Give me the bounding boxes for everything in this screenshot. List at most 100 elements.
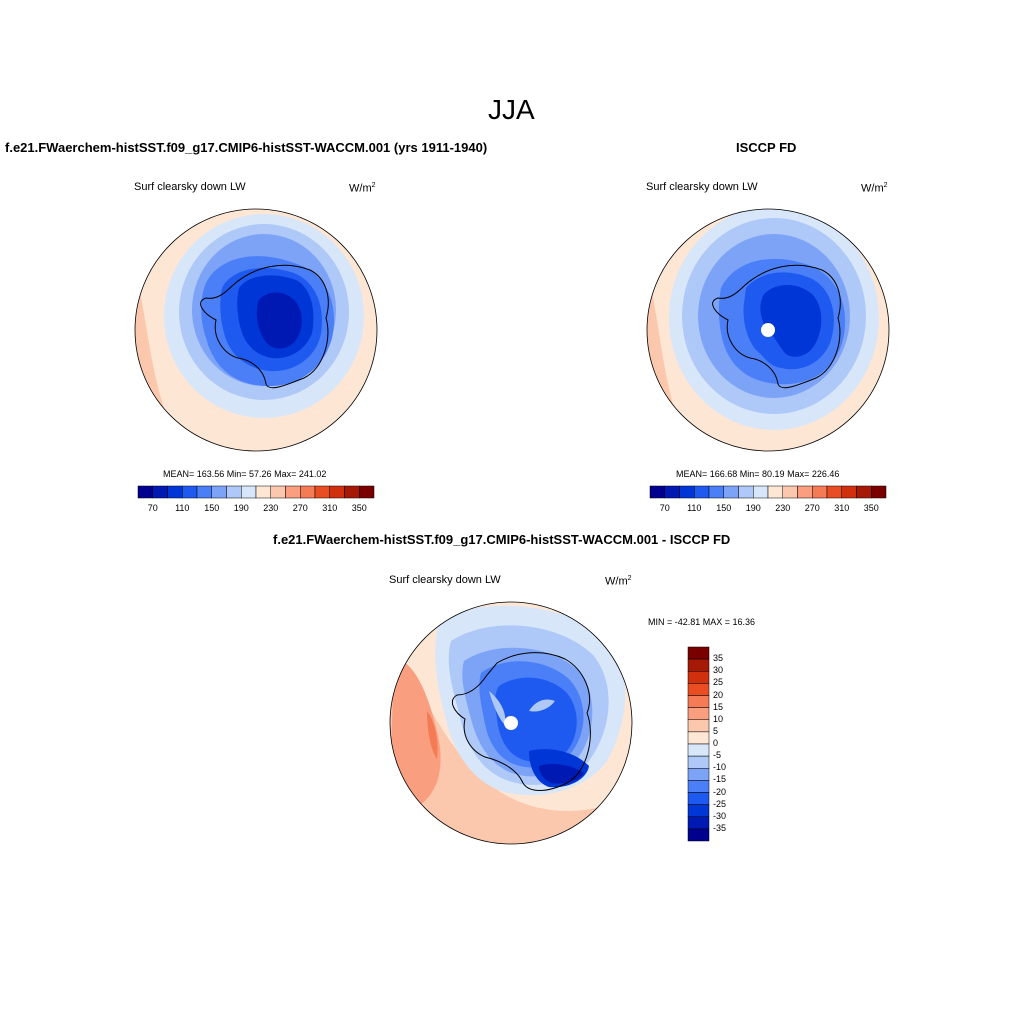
panel-3-colorbar-box <box>687 731 710 745</box>
panel-1-coastline <box>200 264 329 389</box>
panel-2-colorbar-box <box>694 485 710 499</box>
panel-3-colorbar-tick-label: -25 <box>713 798 727 809</box>
panel-2-colorbar <box>649 485 887 499</box>
panel-2-pole-mask <box>761 323 775 337</box>
panel-1-colorbar-box <box>344 485 360 499</box>
panel-1-colorbar-tick-label: 270 <box>292 503 308 513</box>
panel-1-heading: f.e21.FWaerchem-histSST.f09_g17.CMIP6-hi… <box>5 140 488 155</box>
panel-3-colorbar-tick-label: 5 <box>713 725 719 736</box>
panel-3-colorbar-tick-label: 30 <box>713 665 724 676</box>
panel-1-colorbar-tick-label: 190 <box>233 503 249 513</box>
panel-2-units-base: W/m <box>861 182 884 195</box>
panel-3-colorbar-tick-label: -30 <box>713 810 727 821</box>
panel-1-units-exp: 2 <box>371 182 376 189</box>
panel-3-colorbar-tick-label: 10 <box>713 713 724 724</box>
panel-2-colorbar-tick-label: 270 <box>804 503 820 513</box>
panel-2-colorbar-box <box>782 485 798 499</box>
panel-3-colorbar-box <box>687 719 710 733</box>
panel-3-colorbar-tick-label: 25 <box>713 677 724 688</box>
panel-3-colorbar-tick-label: -20 <box>713 786 727 797</box>
panel-3-colorbar-box <box>687 658 710 672</box>
panel-3-units: W/m2 <box>605 575 632 588</box>
panel-2-colorbar-box <box>723 485 739 499</box>
panel-3-colorbar-box <box>687 828 710 842</box>
panel-1-colorbar <box>137 485 375 499</box>
panel-1-colorbar-box <box>182 485 198 499</box>
panel-3-region <box>390 641 632 844</box>
panel-2-colorbar-box <box>826 485 842 499</box>
panel-3-colorbar-tick-label: -35 <box>713 822 727 833</box>
panel-1-region <box>256 292 302 349</box>
panel-3-variable-label: Surf clearsky down LW <box>389 574 501 586</box>
panel-2-colorbar-tick-label: 230 <box>775 503 791 513</box>
panel-1-colorbar-box <box>255 485 271 499</box>
panel-1-colorbar-box <box>359 485 375 499</box>
panel-3-colorbar-tick-label: 15 <box>713 701 724 712</box>
panel-1-colorbar-tick-label: 70 <box>147 503 158 513</box>
panel-2-units-exp: 2 <box>883 182 888 189</box>
panel-3-colorbar-tick-label: -5 <box>713 750 722 761</box>
panel-1-colorbar-tick-label: 150 <box>204 503 220 513</box>
panel-2-coastline <box>712 264 841 389</box>
panel-2-colorbar-box <box>841 485 857 499</box>
panel-1-colorbar-tick-label: 350 <box>351 503 367 513</box>
panel-2-colorbar-box <box>708 485 724 499</box>
panel-1-polar-map <box>134 208 378 452</box>
panel-3-colorbar-tick-label: 0 <box>713 738 719 748</box>
panel-3-colorbar-box <box>687 695 710 708</box>
panel-1-colorbar-box <box>314 485 330 499</box>
panel-3-units-exp: 2 <box>627 575 632 582</box>
panel-3-colorbar-box <box>687 743 710 757</box>
panel-2-colorbar-box <box>871 485 887 499</box>
panel-1-variable-label: Surf clearsky down LW <box>134 181 246 193</box>
panel-2-colorbar-tick-label: 310 <box>834 503 850 513</box>
panel-2-colorbar-box <box>649 485 665 499</box>
panel-3-pole-mask <box>504 716 518 730</box>
panel-1-colorbar-box <box>226 485 242 499</box>
panel-3-colorbar-tick-label: -10 <box>713 762 727 773</box>
panel-2-colorbar-box <box>856 485 872 499</box>
panel-1-colorbar-tick-label: 110 <box>175 503 190 513</box>
panel-2-colorbar-box <box>738 485 754 499</box>
panel-1-colorbar-box <box>329 485 345 499</box>
panel-3-colorbar-box <box>687 683 710 696</box>
panel-2-colorbar-tick-label: 110 <box>687 503 702 513</box>
panel-3-colorbar-box <box>687 755 710 769</box>
panel-1-colorbar-box <box>285 485 301 499</box>
panel-2-colorbar-box <box>753 485 769 499</box>
panel-3-region <box>495 677 577 763</box>
panel-2-colorbar-box <box>797 485 813 499</box>
panel-2-colorbar-labels: 70 110 150 190 230 270 310 350 <box>650 503 886 515</box>
panel-1-stats: MEAN= 163.56 Min= 57.26 Max= 241.02 <box>163 469 327 479</box>
panel-2-colorbar-box <box>767 485 783 499</box>
panel-1-colorbar-box <box>270 485 286 499</box>
panel-2-variable-label: Surf clearsky down LW <box>646 181 758 193</box>
panel-1-colorbar-box <box>137 485 153 499</box>
panel-3-colorbar-box <box>687 768 710 781</box>
panel-2-region <box>760 285 822 357</box>
panel-3-polar-map <box>389 601 633 845</box>
panel-1-colorbar-tick-label: 310 <box>322 503 338 513</box>
panel-3-heading: f.e21.FWaerchem-histSST.f09_g17.CMIP6-hi… <box>273 532 731 547</box>
panel-2-units: W/m2 <box>861 182 888 195</box>
panel-3-colorbar-box <box>687 780 710 793</box>
panel-3-map-border <box>389 601 633 845</box>
panel-3-colorbar-box <box>687 707 710 720</box>
panel-3-colorbar-box <box>687 804 710 817</box>
panel-1-units: W/m2 <box>349 182 376 195</box>
panel-3-colorbar-box <box>687 816 710 830</box>
panel-2-map-border <box>646 208 890 452</box>
panel-3-region <box>489 691 555 725</box>
panel-2-colorbar-tick-label: 350 <box>863 503 879 513</box>
panel-1-colorbar-labels: 70 110 150 190 230 270 310 350 <box>138 503 374 515</box>
panel-3-colorbar-box <box>687 646 710 660</box>
panel-2-polar-map <box>646 208 890 452</box>
panel-3-colorbar <box>687 646 710 842</box>
panel-1-colorbar-box <box>196 485 212 499</box>
panel-1-colorbar-box <box>152 485 168 499</box>
panel-1-map-border <box>134 208 378 452</box>
panel-3-colorbar-tick-label: 20 <box>713 689 724 700</box>
panel-1-colorbar-box <box>241 485 257 499</box>
panel-3-stats: MIN = -42.81 MAX = 16.36 <box>648 617 756 627</box>
panel-2-colorbar-box <box>812 485 828 499</box>
